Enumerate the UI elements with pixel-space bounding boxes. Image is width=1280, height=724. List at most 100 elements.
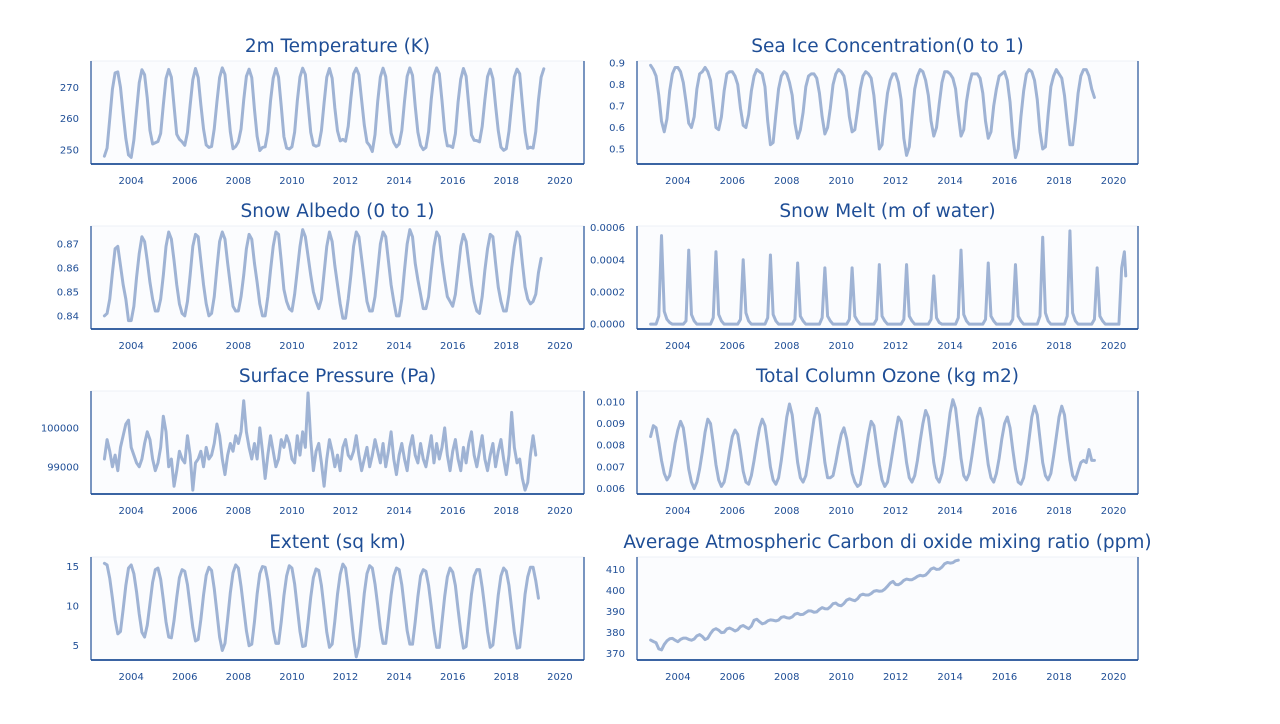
x-tick-label: 2012 <box>333 176 358 187</box>
x-tick-label: 2014 <box>937 176 962 187</box>
x-tick-label: 2008 <box>774 506 799 517</box>
x-tick-label: 2010 <box>279 341 304 352</box>
y-tick-label: 100000 <box>41 423 79 434</box>
plot-area <box>636 556 1139 661</box>
x-tick-label: 2016 <box>992 506 1017 517</box>
x-tick-label: 2018 <box>1046 506 1071 517</box>
x-tick-label: 2004 <box>118 506 143 517</box>
x-tick-label: 2014 <box>386 341 411 352</box>
y-tick-label: 0.7 <box>609 102 625 113</box>
y-tick-label: 270 <box>60 83 79 94</box>
chart-panel: Snow Albedo (0 to 1) 0.84 0.85 0.86 0.87 2004… <box>57 201 585 352</box>
x-tick-label: 2014 <box>386 506 411 517</box>
x-tick-label: 2016 <box>440 506 465 517</box>
x-tick-label: 2018 <box>1046 176 1071 187</box>
series-line <box>102 391 538 492</box>
x-tick-label: 2014 <box>386 672 411 683</box>
chart-title: Surface Pressure (Pa) <box>239 366 436 387</box>
chart-panel: Snow Melt (m of water) 0.0000 0.0002 0.0004… <box>590 201 1139 352</box>
x-tick-label: 2010 <box>279 176 304 187</box>
x-tick-label: 2014 <box>386 176 411 187</box>
plot-area <box>636 60 1139 165</box>
y-tick-label: 0.87 <box>57 239 79 250</box>
x-tick-label: 2018 <box>494 341 519 352</box>
y-tick-label: 0.0000 <box>590 320 625 331</box>
y-tick-label: 0.007 <box>596 462 625 473</box>
x-tick-label: 2006 <box>172 506 197 517</box>
y-tick-label: 0.0006 <box>590 223 625 234</box>
x-tick-label: 2014 <box>937 341 962 352</box>
x-tick-label: 2014 <box>937 672 962 683</box>
x-tick-label: 2014 <box>937 506 962 517</box>
y-tick-label: 99000 <box>47 462 79 473</box>
series-line <box>649 558 960 652</box>
x-tick-label: 2018 <box>1046 341 1071 352</box>
y-tick-label: 0.9 <box>609 59 625 70</box>
x-tick-label: 2006 <box>720 672 745 683</box>
x-tick-label: 2016 <box>992 672 1017 683</box>
chart-panel: 2m Temperature (K) 250 260 270 2004 2006 2008 2… <box>60 36 585 187</box>
series-line <box>649 398 1096 491</box>
y-tick-label: 0.008 <box>596 441 625 452</box>
x-tick-label: 2006 <box>172 672 197 683</box>
x-tick-label: 2008 <box>226 672 251 683</box>
x-tick-label: 2008 <box>226 341 251 352</box>
x-tick-label: 2016 <box>440 341 465 352</box>
y-tick-label: 0.006 <box>596 484 625 495</box>
x-tick-label: 2004 <box>118 672 143 683</box>
x-tick-label: 2006 <box>172 341 197 352</box>
chart-title: Sea Ice Concentration(0 to 1) <box>751 36 1023 57</box>
y-tick-label: 0.86 <box>57 263 79 274</box>
x-tick-label: 2012 <box>883 341 908 352</box>
x-tick-label: 2004 <box>665 672 690 683</box>
x-tick-label: 2016 <box>992 341 1017 352</box>
y-tick-label: 0.84 <box>57 311 79 322</box>
x-tick-label: 2020 <box>1101 506 1126 517</box>
x-tick-label: 2010 <box>279 672 304 683</box>
y-tick-label: 380 <box>606 628 625 639</box>
chart-title: Snow Melt (m of water) <box>779 201 995 222</box>
y-tick-label: 15 <box>66 562 79 573</box>
x-tick-label: 2020 <box>1101 672 1126 683</box>
x-tick-label: 2016 <box>992 176 1017 187</box>
y-tick-label: 0.5 <box>609 144 625 155</box>
series-line <box>102 66 546 159</box>
y-tick-label: 260 <box>60 114 79 125</box>
series-line <box>649 63 1096 160</box>
x-tick-label: 2004 <box>665 341 690 352</box>
x-tick-label: 2012 <box>883 506 908 517</box>
chart-panel: Surface Pressure (Pa) 99000 100000 2004 2006… <box>41 366 585 517</box>
x-tick-label: 2008 <box>226 506 251 517</box>
x-tick-label: 2004 <box>665 506 690 517</box>
x-tick-label: 2020 <box>1101 341 1126 352</box>
x-tick-label: 2018 <box>494 672 519 683</box>
x-tick-label: 2006 <box>172 176 197 187</box>
chart-panel: Extent (sq km) 5 10 15 2004 2006 2008 2010 2012 2… <box>66 532 585 683</box>
x-tick-label: 2006 <box>720 341 745 352</box>
x-tick-label: 2012 <box>333 672 358 683</box>
x-tick-label: 2010 <box>828 341 853 352</box>
x-tick-label: 2008 <box>774 341 799 352</box>
chart-panel: Total Column Ozone (kg m2) 0.006 0.007 0.00… <box>596 366 1139 517</box>
x-tick-label: 2008 <box>774 672 799 683</box>
x-tick-label: 2012 <box>883 672 908 683</box>
x-tick-label: 2016 <box>440 176 465 187</box>
x-tick-label: 2004 <box>118 341 143 352</box>
x-tick-label: 2010 <box>828 176 853 187</box>
y-tick-label: 0.8 <box>609 80 625 91</box>
y-tick-label: 0.010 <box>596 397 625 408</box>
x-tick-label: 2020 <box>547 506 572 517</box>
series-line <box>102 228 543 323</box>
y-tick-label: 390 <box>606 607 625 618</box>
y-tick-label: 0.0002 <box>590 287 625 298</box>
x-tick-label: 2004 <box>118 176 143 187</box>
x-tick-label: 2018 <box>494 176 519 187</box>
y-tick-label: 10 <box>66 602 79 613</box>
series-line <box>102 561 540 659</box>
chart-title: 2m Temperature (K) <box>245 36 430 57</box>
chart-title: Snow Albedo (0 to 1) <box>241 201 435 222</box>
x-tick-label: 2020 <box>547 341 572 352</box>
x-tick-label: 2010 <box>828 506 853 517</box>
